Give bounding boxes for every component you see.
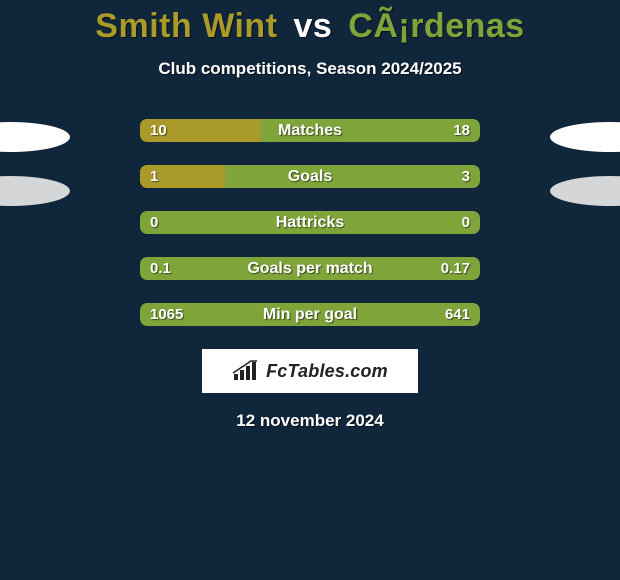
bar-chart-icon	[232, 360, 260, 382]
player-badge-ellipse	[550, 176, 620, 206]
player2-name: CÃ¡rdenas	[348, 7, 524, 45]
player-badge-ellipse	[0, 176, 70, 206]
stat-row: 1065641Min per goal	[140, 303, 480, 326]
subtitle: Club competitions, Season 2024/2025	[0, 59, 620, 79]
brand-text: FcTables.com	[266, 361, 388, 382]
stat-row: 13Goals	[140, 165, 480, 188]
stat-track	[140, 211, 480, 234]
stat-row: 1018Matches	[140, 119, 480, 142]
player1-name: Smith Wint	[95, 7, 277, 45]
stat-fill	[140, 119, 261, 142]
date-label: 12 november 2024	[0, 411, 620, 431]
stat-fill	[140, 165, 225, 188]
stat-row: 0.10.17Goals per match	[140, 257, 480, 280]
stat-track	[140, 257, 480, 280]
stat-track	[140, 303, 480, 326]
vs-label: vs	[293, 7, 332, 45]
player-badge-ellipse	[0, 122, 70, 152]
stats-bars: 1018Matches 13Goals 00Hattricks 0.10.17Goal…	[140, 119, 480, 326]
brand-badge: FcTables.com	[202, 349, 418, 393]
comparison-title: Smith Wint vs CÃ¡rdenas	[0, 0, 620, 45]
player-badge-ellipse	[550, 122, 620, 152]
stat-row: 00Hattricks	[140, 211, 480, 234]
